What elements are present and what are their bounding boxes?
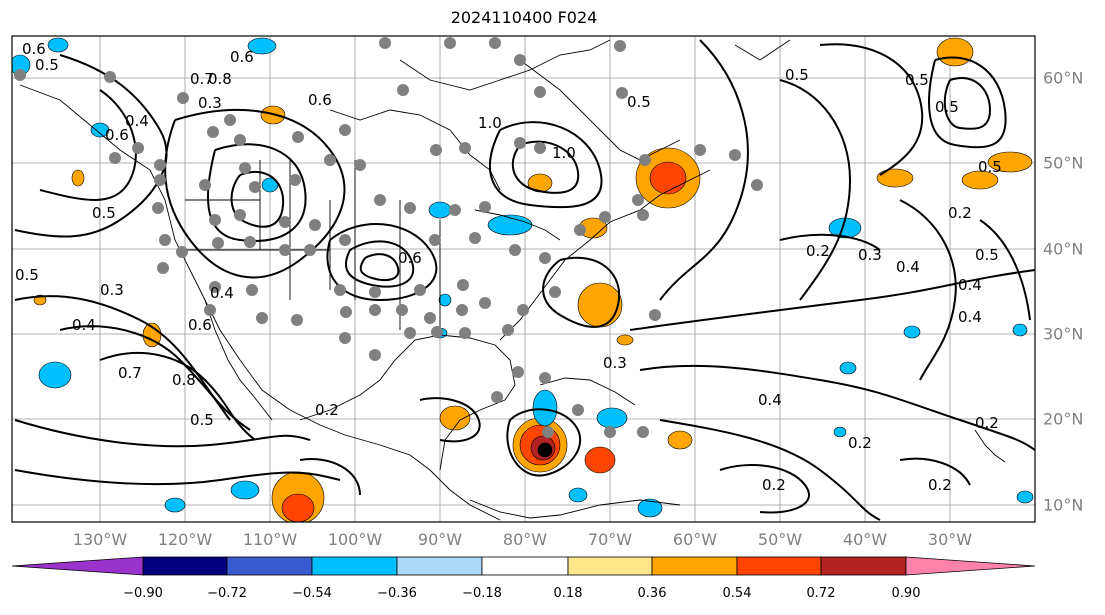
contour-label: 0.2 bbox=[762, 476, 786, 494]
contour-label: 0.5 bbox=[975, 246, 999, 264]
colorbar-tick: −0.54 bbox=[292, 586, 332, 601]
shaded-anomalies bbox=[12, 37, 1034, 522]
plot-title: 2024110400 F024 bbox=[450, 8, 598, 27]
lon-label: 30°W bbox=[927, 530, 973, 549]
contour-label: 0.2 bbox=[948, 204, 972, 222]
lat-label: 20°N bbox=[1043, 409, 1084, 429]
contour-label: 0.3 bbox=[100, 281, 124, 299]
colorbar-segment bbox=[481, 556, 569, 576]
graticule bbox=[12, 36, 1035, 522]
contour-label: 0.5 bbox=[935, 98, 959, 116]
contour-label: 0.6 bbox=[105, 126, 129, 144]
contour-label: 0.7 bbox=[118, 364, 142, 382]
contour-label: 0.2 bbox=[975, 414, 999, 432]
colorbar-tick: 0.54 bbox=[722, 586, 752, 601]
colorbar-tick: −0.18 bbox=[462, 586, 502, 601]
contour-label: 0.5 bbox=[35, 56, 59, 74]
contour-label: 0.5 bbox=[785, 66, 809, 84]
colorbar-tick: 0.90 bbox=[891, 586, 921, 601]
contour-lines bbox=[14, 39, 1035, 521]
contour-label: 0.2 bbox=[848, 434, 872, 452]
colorbar-segment bbox=[11, 556, 144, 576]
contour-label: 0.5 bbox=[627, 93, 651, 111]
lon-label: 100°W bbox=[327, 530, 383, 549]
contour-label: 0.8 bbox=[208, 70, 232, 88]
contour-label: 0.4 bbox=[896, 258, 920, 276]
contour-label: 1.0 bbox=[552, 144, 576, 162]
contour-label: 0.6 bbox=[188, 316, 212, 334]
contour-label: 0.5 bbox=[190, 411, 214, 429]
contour-label: 0.4 bbox=[958, 276, 982, 294]
lat-label: 10°N bbox=[1043, 495, 1084, 515]
colorbar bbox=[11, 556, 1036, 576]
lat-label: 30°N bbox=[1043, 324, 1084, 344]
station-dots bbox=[14, 37, 763, 438]
lon-label: 60°W bbox=[672, 530, 718, 549]
lat-label: 50°N bbox=[1043, 153, 1084, 173]
contour-labels: 0.6 0.5 0.4 0.6 0.7 0.8 0.6 1.0 1.0 0.5 … bbox=[15, 40, 1002, 494]
contour-label: 0.5 bbox=[978, 158, 1002, 176]
colorbar-tick: −0.90 bbox=[123, 586, 163, 601]
contour-label: 0.6 bbox=[230, 48, 254, 66]
contour-label: 1.0 bbox=[478, 114, 502, 132]
contour-label: 0.3 bbox=[603, 354, 627, 372]
lon-label: 120°W bbox=[157, 530, 213, 549]
contour-label: 0.4 bbox=[758, 391, 782, 409]
lon-label: 90°W bbox=[417, 530, 463, 549]
colorbar-segment bbox=[396, 556, 483, 576]
lat-label: 60°N bbox=[1043, 68, 1084, 88]
colorbar-tick: −0.72 bbox=[207, 586, 247, 601]
lon-label: 80°W bbox=[502, 530, 548, 549]
lon-label: 50°W bbox=[757, 530, 803, 549]
colorbar-segment bbox=[905, 556, 1036, 576]
contour-label: 0.4 bbox=[210, 284, 234, 302]
colorbar-segment bbox=[226, 556, 313, 576]
contour-label: 0.5 bbox=[92, 204, 116, 222]
contour-label: 0.5 bbox=[905, 71, 929, 89]
contour-label: 0.6 bbox=[308, 91, 332, 109]
contour-label: 0.7 bbox=[190, 70, 214, 88]
colorbar-segment bbox=[736, 556, 822, 576]
map-frame bbox=[11, 35, 1036, 523]
contour-label: 0.3 bbox=[198, 94, 222, 112]
contour-label: 0.2 bbox=[928, 476, 952, 494]
colorbar-tick: 0.72 bbox=[806, 586, 836, 601]
colorbar-segment bbox=[567, 556, 653, 576]
contour-label: 0.2 bbox=[315, 401, 339, 419]
contour-label: 0.6 bbox=[22, 40, 46, 58]
contour-label: 0.4 bbox=[958, 308, 982, 326]
contour-label: 0.2 bbox=[806, 242, 830, 260]
contour-label: 0.3 bbox=[858, 246, 882, 264]
colorbar-tick: 0.18 bbox=[553, 586, 583, 601]
lon-label: 70°W bbox=[587, 530, 633, 549]
colorbar-segment bbox=[651, 556, 738, 576]
lon-label: 40°W bbox=[842, 530, 888, 549]
coastlines bbox=[19, 39, 1006, 521]
lat-label: 40°N bbox=[1043, 239, 1084, 259]
lon-label: 110°W bbox=[242, 530, 298, 549]
colorbar-segment bbox=[142, 556, 228, 576]
lon-label: 130°W bbox=[72, 530, 128, 549]
colorbar-segment bbox=[311, 556, 398, 576]
colorbar-segment bbox=[820, 556, 907, 576]
colorbar-tick: 0.36 bbox=[637, 586, 667, 601]
contour-label: 0.4 bbox=[72, 316, 96, 334]
contour-label: 0.4 bbox=[125, 112, 149, 130]
contour-label: 0.6 bbox=[398, 249, 422, 267]
colorbar-tick: −0.36 bbox=[377, 586, 417, 601]
contour-label: 0.5 bbox=[15, 266, 39, 284]
contour-label: 0.8 bbox=[172, 371, 196, 389]
